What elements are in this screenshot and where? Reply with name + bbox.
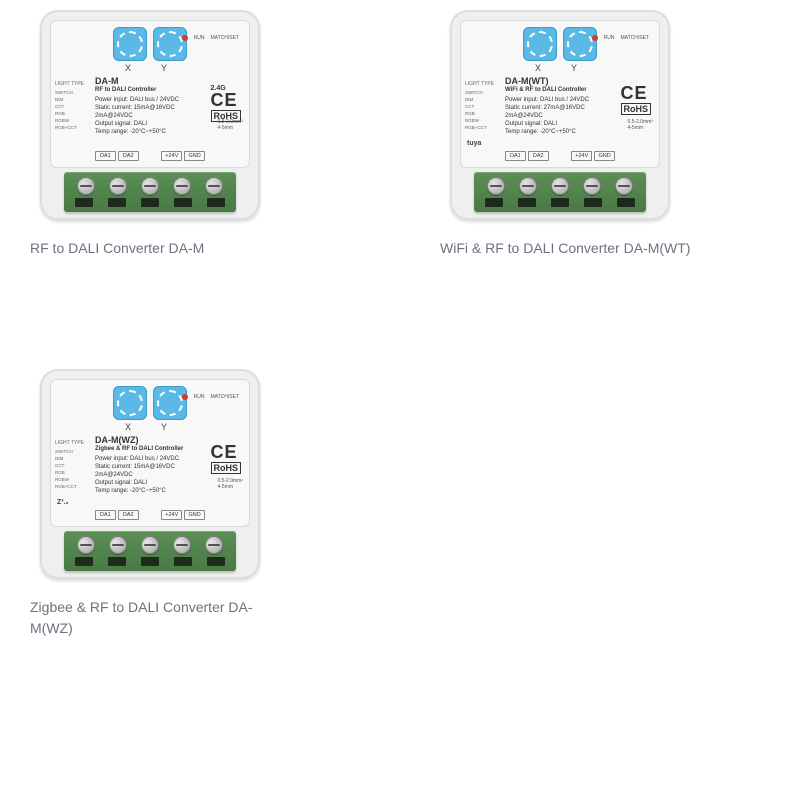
terminal-labels: DA1 DA2 +24V GND bbox=[505, 151, 615, 161]
device-info: DA-M RF to DALI Controller Power input: … bbox=[95, 77, 179, 136]
model-subtitle: WiFi & RF to DALI Controller bbox=[505, 86, 589, 94]
ce-mark-icon: CE bbox=[211, 444, 242, 460]
light-type-list: LIGHT TYPE SWITCH DIM CCT RGB RGBW RGB+C… bbox=[55, 81, 84, 131]
terminal-block-icon bbox=[64, 172, 236, 212]
led-icon bbox=[182, 394, 188, 400]
led-icon bbox=[592, 35, 598, 41]
dial-x-icon bbox=[113, 27, 147, 61]
product-title: WiFi & RF to DALI Converter DA-M(WT) bbox=[440, 238, 700, 259]
rohs-mark-icon: RoHS bbox=[621, 103, 652, 115]
led-icon bbox=[182, 35, 188, 41]
led-run-label: RUN bbox=[194, 35, 205, 41]
brand-logo: tuya bbox=[467, 140, 481, 147]
status-leds: RUN MATCH/SET bbox=[182, 394, 239, 400]
terminal-labels: DA1 DA2 +24V GND bbox=[95, 151, 205, 161]
device-illustration: XY RUN MATCH/SET LIGHT TYPE SWITCH DIM C… bbox=[40, 369, 260, 579]
certification-marks: CE RoHS bbox=[211, 444, 242, 474]
dial-labels: XY bbox=[535, 63, 607, 73]
product-grid: XY RUN MATCH/SET LIGHT TYPE SWITCH DIM C… bbox=[30, 10, 770, 639]
product-card-dam[interactable]: XY RUN MATCH/SET LIGHT TYPE SWITCH DIM C… bbox=[30, 10, 360, 259]
wire-gauge-labels: 0.5-2.0mm² 4-5mm bbox=[217, 478, 243, 490]
ce-mark-icon: CE bbox=[211, 92, 242, 108]
dial-y-icon bbox=[563, 27, 597, 61]
model-number: DA-M(WZ) bbox=[95, 436, 183, 444]
product-card-damwt[interactable]: XY RUN MATCH/SET LIGHT TYPE SWITCH DIM C… bbox=[440, 10, 770, 259]
device-illustration: XY RUN MATCH/SET LIGHT TYPE SWITCH DIM C… bbox=[450, 10, 670, 220]
device-illustration: XY RUN MATCH/SET LIGHT TYPE SWITCH DIM C… bbox=[40, 10, 260, 220]
model-subtitle: Zigbee & RF to DALI Controller bbox=[95, 445, 183, 453]
dial-labels: XY bbox=[125, 422, 197, 432]
terminal-block-icon bbox=[64, 531, 236, 571]
rotary-dials bbox=[51, 386, 249, 420]
status-leds: RUN MATCH/SET bbox=[592, 35, 649, 41]
model-number: DA-M bbox=[95, 77, 179, 85]
product-title: Zigbee & RF to DALI Converter DA-M(WZ) bbox=[30, 597, 290, 639]
brand-logo: Z³.₀ bbox=[57, 499, 69, 506]
light-type-list: LIGHT TYPE SWITCH DIM CCT RGB RGBW RGB+C… bbox=[465, 81, 494, 131]
light-type-list: LIGHT TYPE SWITCH DIM CCT RGB RGBW RGB+C… bbox=[55, 440, 84, 490]
product-title: RF to DALI Converter DA-M bbox=[30, 238, 290, 259]
model-number: DA-M(WT) bbox=[505, 77, 589, 85]
wire-gauge-labels: 0.5-2.0mm² 4-5mm bbox=[627, 119, 653, 131]
rotary-dials bbox=[461, 27, 659, 61]
terminal-labels: DA1 DA2 +24V GND bbox=[95, 510, 205, 520]
dial-y-icon bbox=[153, 27, 187, 61]
status-leds: RUN MATCH/SET bbox=[182, 35, 239, 41]
led-match-label: MATCH/SET bbox=[210, 35, 239, 41]
dial-x-icon bbox=[113, 386, 147, 420]
certification-marks: CE RoHS bbox=[621, 85, 652, 115]
device-info: DA-M(WZ) Zigbee & RF to DALI Controller … bbox=[95, 436, 183, 495]
terminal-block-icon bbox=[474, 172, 646, 212]
device-info: DA-M(WT) WiFi & RF to DALI Controller Po… bbox=[505, 77, 589, 136]
dial-labels: XY bbox=[125, 63, 197, 73]
product-card-damwz[interactable]: XY RUN MATCH/SET LIGHT TYPE SWITCH DIM C… bbox=[30, 369, 360, 639]
model-subtitle: RF to DALI Controller bbox=[95, 86, 179, 94]
rotary-dials bbox=[51, 27, 249, 61]
dial-y-icon bbox=[153, 386, 187, 420]
dial-x-icon bbox=[523, 27, 557, 61]
wire-gauge-labels: 0.5-2.0mm² 4-5mm bbox=[217, 119, 243, 131]
ce-mark-icon: CE bbox=[621, 85, 652, 101]
rohs-mark-icon: RoHS bbox=[211, 462, 242, 474]
certification-marks: 2.4G CE RoHS bbox=[211, 85, 242, 122]
